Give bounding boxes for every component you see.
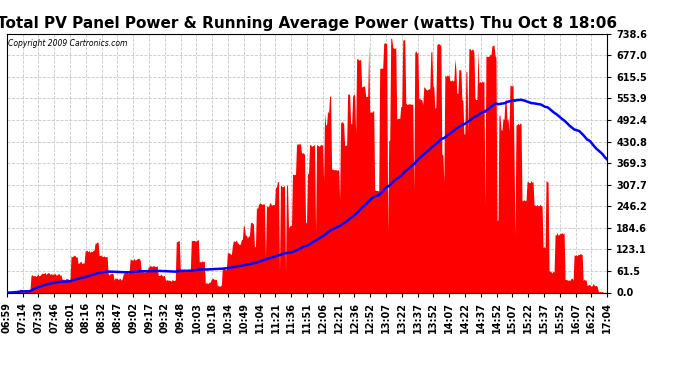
Title: Total PV Panel Power & Running Average Power (watts) Thu Oct 8 18:06: Total PV Panel Power & Running Average P… [0, 16, 617, 31]
Text: Copyright 2009 Cartronics.com: Copyright 2009 Cartronics.com [8, 39, 128, 48]
